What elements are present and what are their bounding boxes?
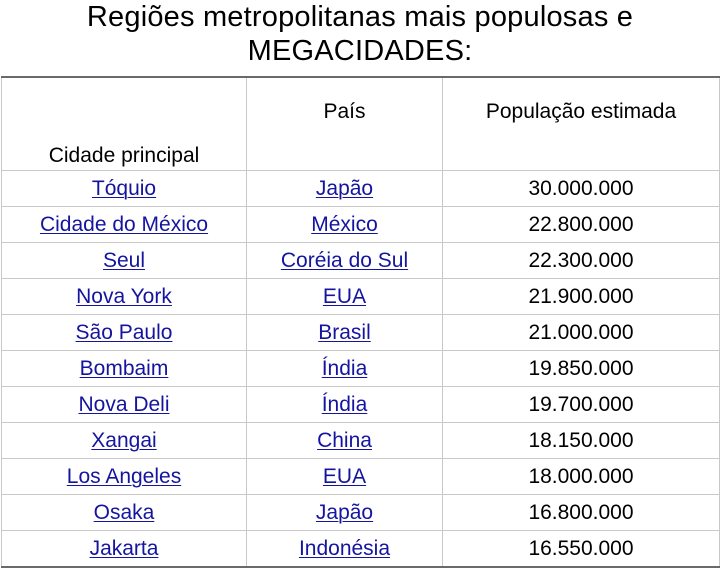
table-row: Nova York EUA 21.900.000 bbox=[1, 278, 720, 315]
city-link[interactable]: Nova York bbox=[1, 278, 247, 315]
country-link[interactable]: Brasil bbox=[246, 314, 443, 351]
table-row: Osaka Japão 16.800.000 bbox=[1, 494, 720, 531]
table-row: Nova Deli Índia 19.700.000 bbox=[1, 386, 720, 423]
population-value: 21.000.000 bbox=[442, 314, 720, 351]
table-row: Bombaim Índia 19.850.000 bbox=[1, 350, 720, 387]
header-population: População estimada bbox=[442, 76, 720, 171]
table-row: São Paulo Brasil 21.000.000 bbox=[1, 314, 720, 351]
population-value: 22.300.000 bbox=[442, 242, 720, 279]
city-link[interactable]: São Paulo bbox=[1, 314, 247, 351]
city-link[interactable]: Jakarta bbox=[1, 530, 247, 568]
country-link[interactable]: Japão bbox=[246, 494, 443, 531]
city-link[interactable]: Los Angeles bbox=[1, 458, 247, 495]
country-link[interactable]: Coréia do Sul bbox=[246, 242, 443, 279]
population-value: 19.700.000 bbox=[442, 386, 720, 423]
population-value: 19.850.000 bbox=[442, 350, 720, 387]
country-link[interactable]: México bbox=[246, 206, 443, 243]
country-link[interactable]: Índia bbox=[246, 386, 443, 423]
city-link[interactable]: Cidade do México bbox=[1, 206, 247, 243]
megacities-table: Cidade principal País População estimada… bbox=[1, 76, 720, 568]
table-row: Xangai China 18.150.000 bbox=[1, 422, 720, 459]
country-link[interactable]: EUA bbox=[246, 458, 443, 495]
table-row: Los Angeles EUA 18.000.000 bbox=[1, 458, 720, 495]
table-header-row: Cidade principal País População estimada bbox=[1, 76, 720, 171]
table-row: Jakarta Indonésia 16.550.000 bbox=[1, 530, 720, 568]
title-line-1: Regiões metropolitanas mais populosas e bbox=[86, 1, 634, 33]
table-row: Cidade do México México 22.800.000 bbox=[1, 206, 720, 243]
table-row: Seul Coréia do Sul 22.300.000 bbox=[1, 242, 720, 279]
header-city: Cidade principal bbox=[1, 76, 247, 171]
population-value: 21.900.000 bbox=[442, 278, 720, 315]
population-value: 16.550.000 bbox=[442, 530, 720, 568]
population-value: 22.800.000 bbox=[442, 206, 720, 243]
country-link[interactable]: Índia bbox=[246, 350, 443, 387]
table-row: Tóquio Japão 30.000.000 bbox=[1, 170, 720, 207]
header-country: País bbox=[246, 76, 443, 171]
city-link[interactable]: Osaka bbox=[1, 494, 247, 531]
city-link[interactable]: Bombaim bbox=[1, 350, 247, 387]
country-link[interactable]: EUA bbox=[246, 278, 443, 315]
population-value: 18.150.000 bbox=[442, 422, 720, 459]
title-line-2: MEGACIDADES: bbox=[247, 35, 473, 67]
page-title: Regiões metropolitanas mais populosas e … bbox=[0, 0, 720, 68]
country-link[interactable]: Indonésia bbox=[246, 530, 443, 568]
city-link[interactable]: Tóquio bbox=[1, 170, 247, 207]
population-value: 16.800.000 bbox=[442, 494, 720, 531]
city-link[interactable]: Xangai bbox=[1, 422, 247, 459]
city-link[interactable]: Seul bbox=[1, 242, 247, 279]
country-link[interactable]: China bbox=[246, 422, 443, 459]
city-link[interactable]: Nova Deli bbox=[1, 386, 247, 423]
population-value: 30.000.000 bbox=[442, 170, 720, 207]
population-value: 18.000.000 bbox=[442, 458, 720, 495]
country-link[interactable]: Japão bbox=[246, 170, 443, 207]
